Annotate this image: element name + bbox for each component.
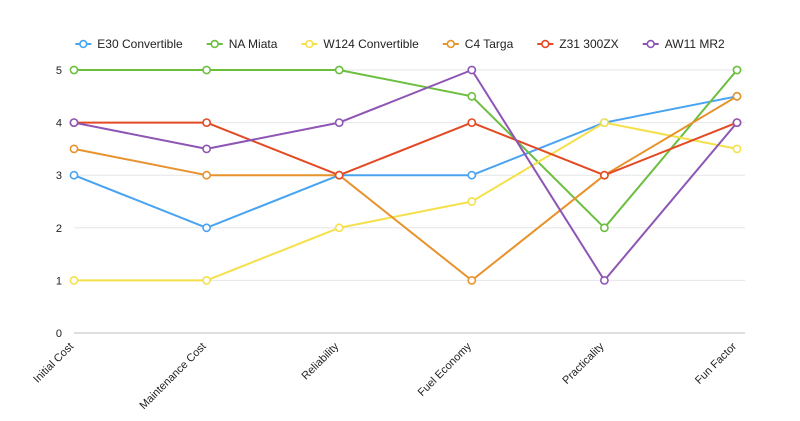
data-point[interactable]	[467, 91, 477, 101]
x-tick-label: Initial Cost	[31, 341, 76, 386]
data-point[interactable]	[69, 118, 79, 127]
legend-point-marker	[646, 39, 655, 49]
data-point[interactable]	[202, 223, 211, 233]
data-point[interactable]	[467, 170, 477, 180]
data-point[interactable]	[467, 65, 477, 75]
data-point[interactable]	[467, 275, 477, 285]
y-axis-ticks: 0 1 2 3 4 5	[56, 65, 62, 340]
data-point[interactable]	[600, 118, 609, 127]
gridlines	[74, 69, 745, 334]
legend-point-marker	[446, 39, 455, 49]
legend-label: E30 Convertible	[97, 37, 183, 51]
x-tick-label: Maintenance Cost	[138, 341, 209, 412]
data-point[interactable]	[202, 118, 211, 127]
legend-point-marker	[79, 39, 88, 49]
data-point[interactable]	[334, 170, 344, 180]
data-point[interactable]	[467, 118, 477, 127]
data-point[interactable]	[732, 65, 742, 75]
x-tick-label: Practicality	[560, 340, 606, 386]
data-point[interactable]	[600, 170, 609, 180]
legend-item[interactable]: C4 Targa	[442, 37, 514, 51]
y-tick-label: 0	[56, 328, 62, 340]
legend-label: C4 Targa	[465, 37, 514, 51]
data-point[interactable]	[600, 275, 609, 285]
legend-item[interactable]: Z31 300ZX	[537, 37, 619, 51]
series-points	[69, 65, 742, 285]
legend: E30 Convertible NA Miata W124 Convertible C…	[75, 37, 725, 51]
data-point[interactable]	[732, 91, 742, 101]
data-point[interactable]	[732, 118, 742, 127]
data-point[interactable]	[334, 65, 344, 75]
legend-point-marker	[210, 39, 219, 49]
x-axis-ticks: Initial Cost Maintenance Cost Reliability F…	[31, 340, 739, 412]
series-line-0	[73, 95, 738, 229]
x-tick-label: Fuel Economy	[416, 340, 475, 399]
y-tick-label: 2	[56, 223, 62, 235]
series-lines	[73, 69, 738, 282]
legend-item[interactable]: E30 Convertible	[75, 37, 183, 51]
legend-label: W124 Convertible	[323, 37, 419, 51]
legend-label: Z31 300ZX	[559, 37, 618, 51]
data-point[interactable]	[334, 223, 344, 233]
series-line-2	[74, 121, 738, 282]
x-tick-label: Fun Factor	[693, 340, 739, 386]
data-point[interactable]	[69, 275, 79, 285]
legend-point-marker	[541, 39, 550, 49]
y-tick-label: 3	[56, 170, 62, 182]
data-point[interactable]	[69, 65, 79, 75]
legend-item[interactable]: NA Miata	[206, 37, 278, 51]
legend-label: AW11 MR2	[665, 37, 725, 51]
data-point[interactable]	[202, 170, 211, 180]
data-point[interactable]	[600, 223, 609, 233]
series-line-5	[73, 69, 738, 282]
data-point[interactable]	[732, 144, 742, 154]
legend-point-marker	[305, 39, 314, 49]
data-point[interactable]	[467, 197, 477, 206]
legend-item[interactable]: AW11 MR2	[642, 37, 725, 51]
series-line-1	[74, 69, 738, 229]
x-tick-label: Reliability	[300, 340, 342, 382]
series-line-3	[73, 95, 738, 282]
data-point[interactable]	[69, 170, 79, 180]
data-point[interactable]	[69, 144, 79, 154]
data-point[interactable]	[202, 144, 211, 154]
series-line-4	[74, 121, 738, 177]
y-tick-label: 1	[56, 275, 62, 287]
legend-item[interactable]: W124 Convertible	[301, 37, 419, 51]
data-point[interactable]	[334, 118, 344, 127]
legend-label: NA Miata	[229, 37, 278, 51]
y-tick-label: 5	[56, 65, 62, 77]
data-point[interactable]	[202, 65, 211, 75]
y-tick-label: 4	[56, 118, 62, 130]
data-point[interactable]	[202, 275, 211, 285]
